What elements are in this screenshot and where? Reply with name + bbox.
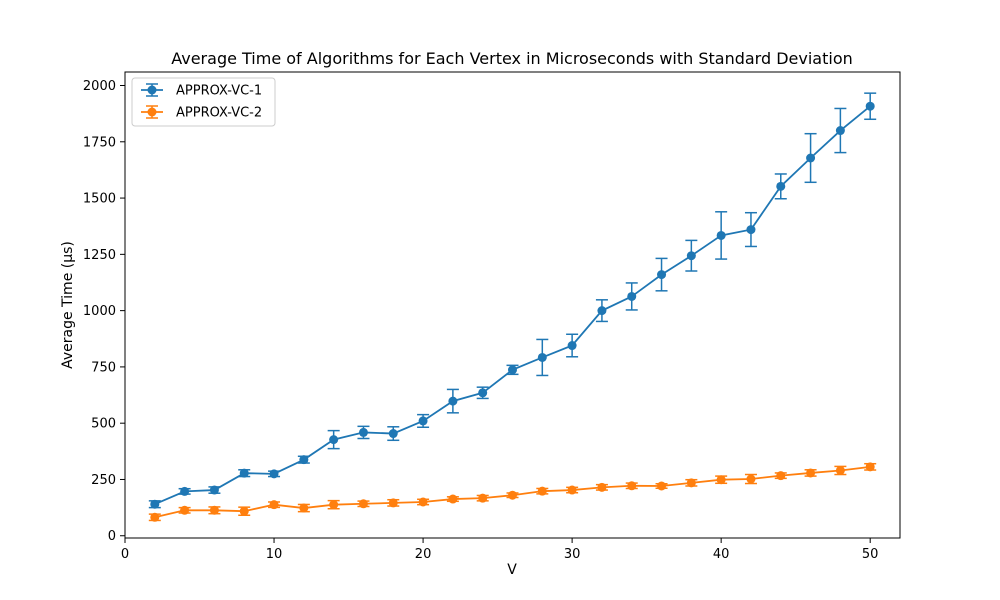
- data-point: [537, 352, 547, 362]
- data-point: [478, 388, 488, 398]
- data-point: [597, 306, 607, 316]
- data-point: [358, 499, 368, 509]
- legend-marker: [147, 107, 157, 117]
- legend-marker: [147, 85, 157, 95]
- data-point: [508, 490, 517, 500]
- data-point: [537, 486, 547, 496]
- y-tick-label: 0: [108, 529, 116, 544]
- chart-title: Average Time of Algorithms for Each Vert…: [171, 49, 853, 68]
- data-point: [448, 396, 458, 406]
- data-point: [776, 471, 786, 481]
- data-point: [358, 427, 368, 437]
- x-tick-label: 0: [121, 547, 129, 562]
- x-tick-label: 40: [713, 547, 730, 562]
- data-point: [448, 494, 458, 504]
- data-point: [418, 416, 428, 426]
- data-point: [239, 506, 249, 516]
- data-point: [209, 505, 219, 515]
- data-point: [597, 482, 607, 492]
- data-point: [627, 291, 637, 301]
- x-axis: 0 10 20 30 40 50: [121, 538, 879, 562]
- x-axis-label: V: [507, 562, 517, 578]
- data-point: [180, 486, 190, 496]
- data-point: [478, 493, 488, 503]
- data-point: [239, 468, 249, 478]
- data-point: [299, 455, 309, 465]
- y-tick-label: 2000: [83, 79, 116, 94]
- legend-item: APPROX-VC-2: [141, 105, 262, 121]
- legend-item: APPROX-VC-1: [141, 83, 262, 99]
- y-tick-label: 500: [91, 417, 116, 432]
- data-point: [299, 503, 309, 513]
- data-point: [150, 499, 160, 509]
- x-tick-label: 10: [266, 547, 283, 562]
- legend: APPROX-VC-1 APPROX-VC-2: [131, 77, 276, 127]
- data-point: [657, 270, 667, 280]
- data-point: [388, 498, 398, 508]
- data-point: [776, 181, 786, 191]
- legend-label: APPROX-VC-1: [176, 84, 262, 99]
- data-point: [388, 429, 398, 439]
- data-point: [567, 485, 577, 495]
- data-point: [269, 500, 279, 510]
- legend-label: APPROX-VC-2: [176, 106, 262, 121]
- y-tick-label: 1500: [83, 192, 116, 207]
- y-tick-label: 1000: [83, 304, 116, 319]
- data-point: [627, 481, 637, 491]
- data-point: [865, 462, 875, 472]
- data-point: [209, 485, 219, 495]
- data-point: [508, 365, 517, 375]
- y-tick-label: 1250: [83, 248, 116, 263]
- data-point: [657, 481, 667, 491]
- y-axis-label: Average Time (µs): [60, 241, 76, 369]
- y-tick-label: 750: [91, 360, 116, 375]
- x-tick-label: 50: [862, 547, 879, 562]
- plot-frame: [124, 71, 901, 539]
- data-point: [806, 153, 816, 163]
- data-point: [835, 126, 845, 136]
- y-tick-label: 1750: [83, 135, 116, 150]
- data-point: [716, 230, 726, 240]
- legend-box: [131, 77, 276, 127]
- x-tick-label: 30: [564, 547, 581, 562]
- x-tick-label: 20: [415, 547, 432, 562]
- data-point: [746, 474, 756, 484]
- data-point: [686, 478, 696, 488]
- data-point: [418, 497, 428, 507]
- plot-area: [148, 92, 877, 522]
- data-point: [567, 341, 577, 351]
- data-point: [150, 512, 160, 522]
- data-point: [746, 225, 756, 235]
- data-point: [269, 469, 279, 479]
- series-approx-vc-2: [148, 462, 877, 522]
- data-point: [329, 500, 339, 510]
- data-point: [865, 101, 875, 111]
- data-point: [180, 505, 190, 515]
- data-point: [806, 468, 816, 478]
- data-point: [716, 475, 726, 485]
- data-point: [835, 465, 845, 475]
- data-point: [329, 435, 339, 445]
- y-tick-label: 250: [91, 473, 116, 488]
- series-approx-vc-1: [148, 92, 877, 509]
- y-axis: 0 250 500 750 1000 1250 1500 1750 2000: [83, 79, 125, 544]
- data-point: [686, 251, 696, 261]
